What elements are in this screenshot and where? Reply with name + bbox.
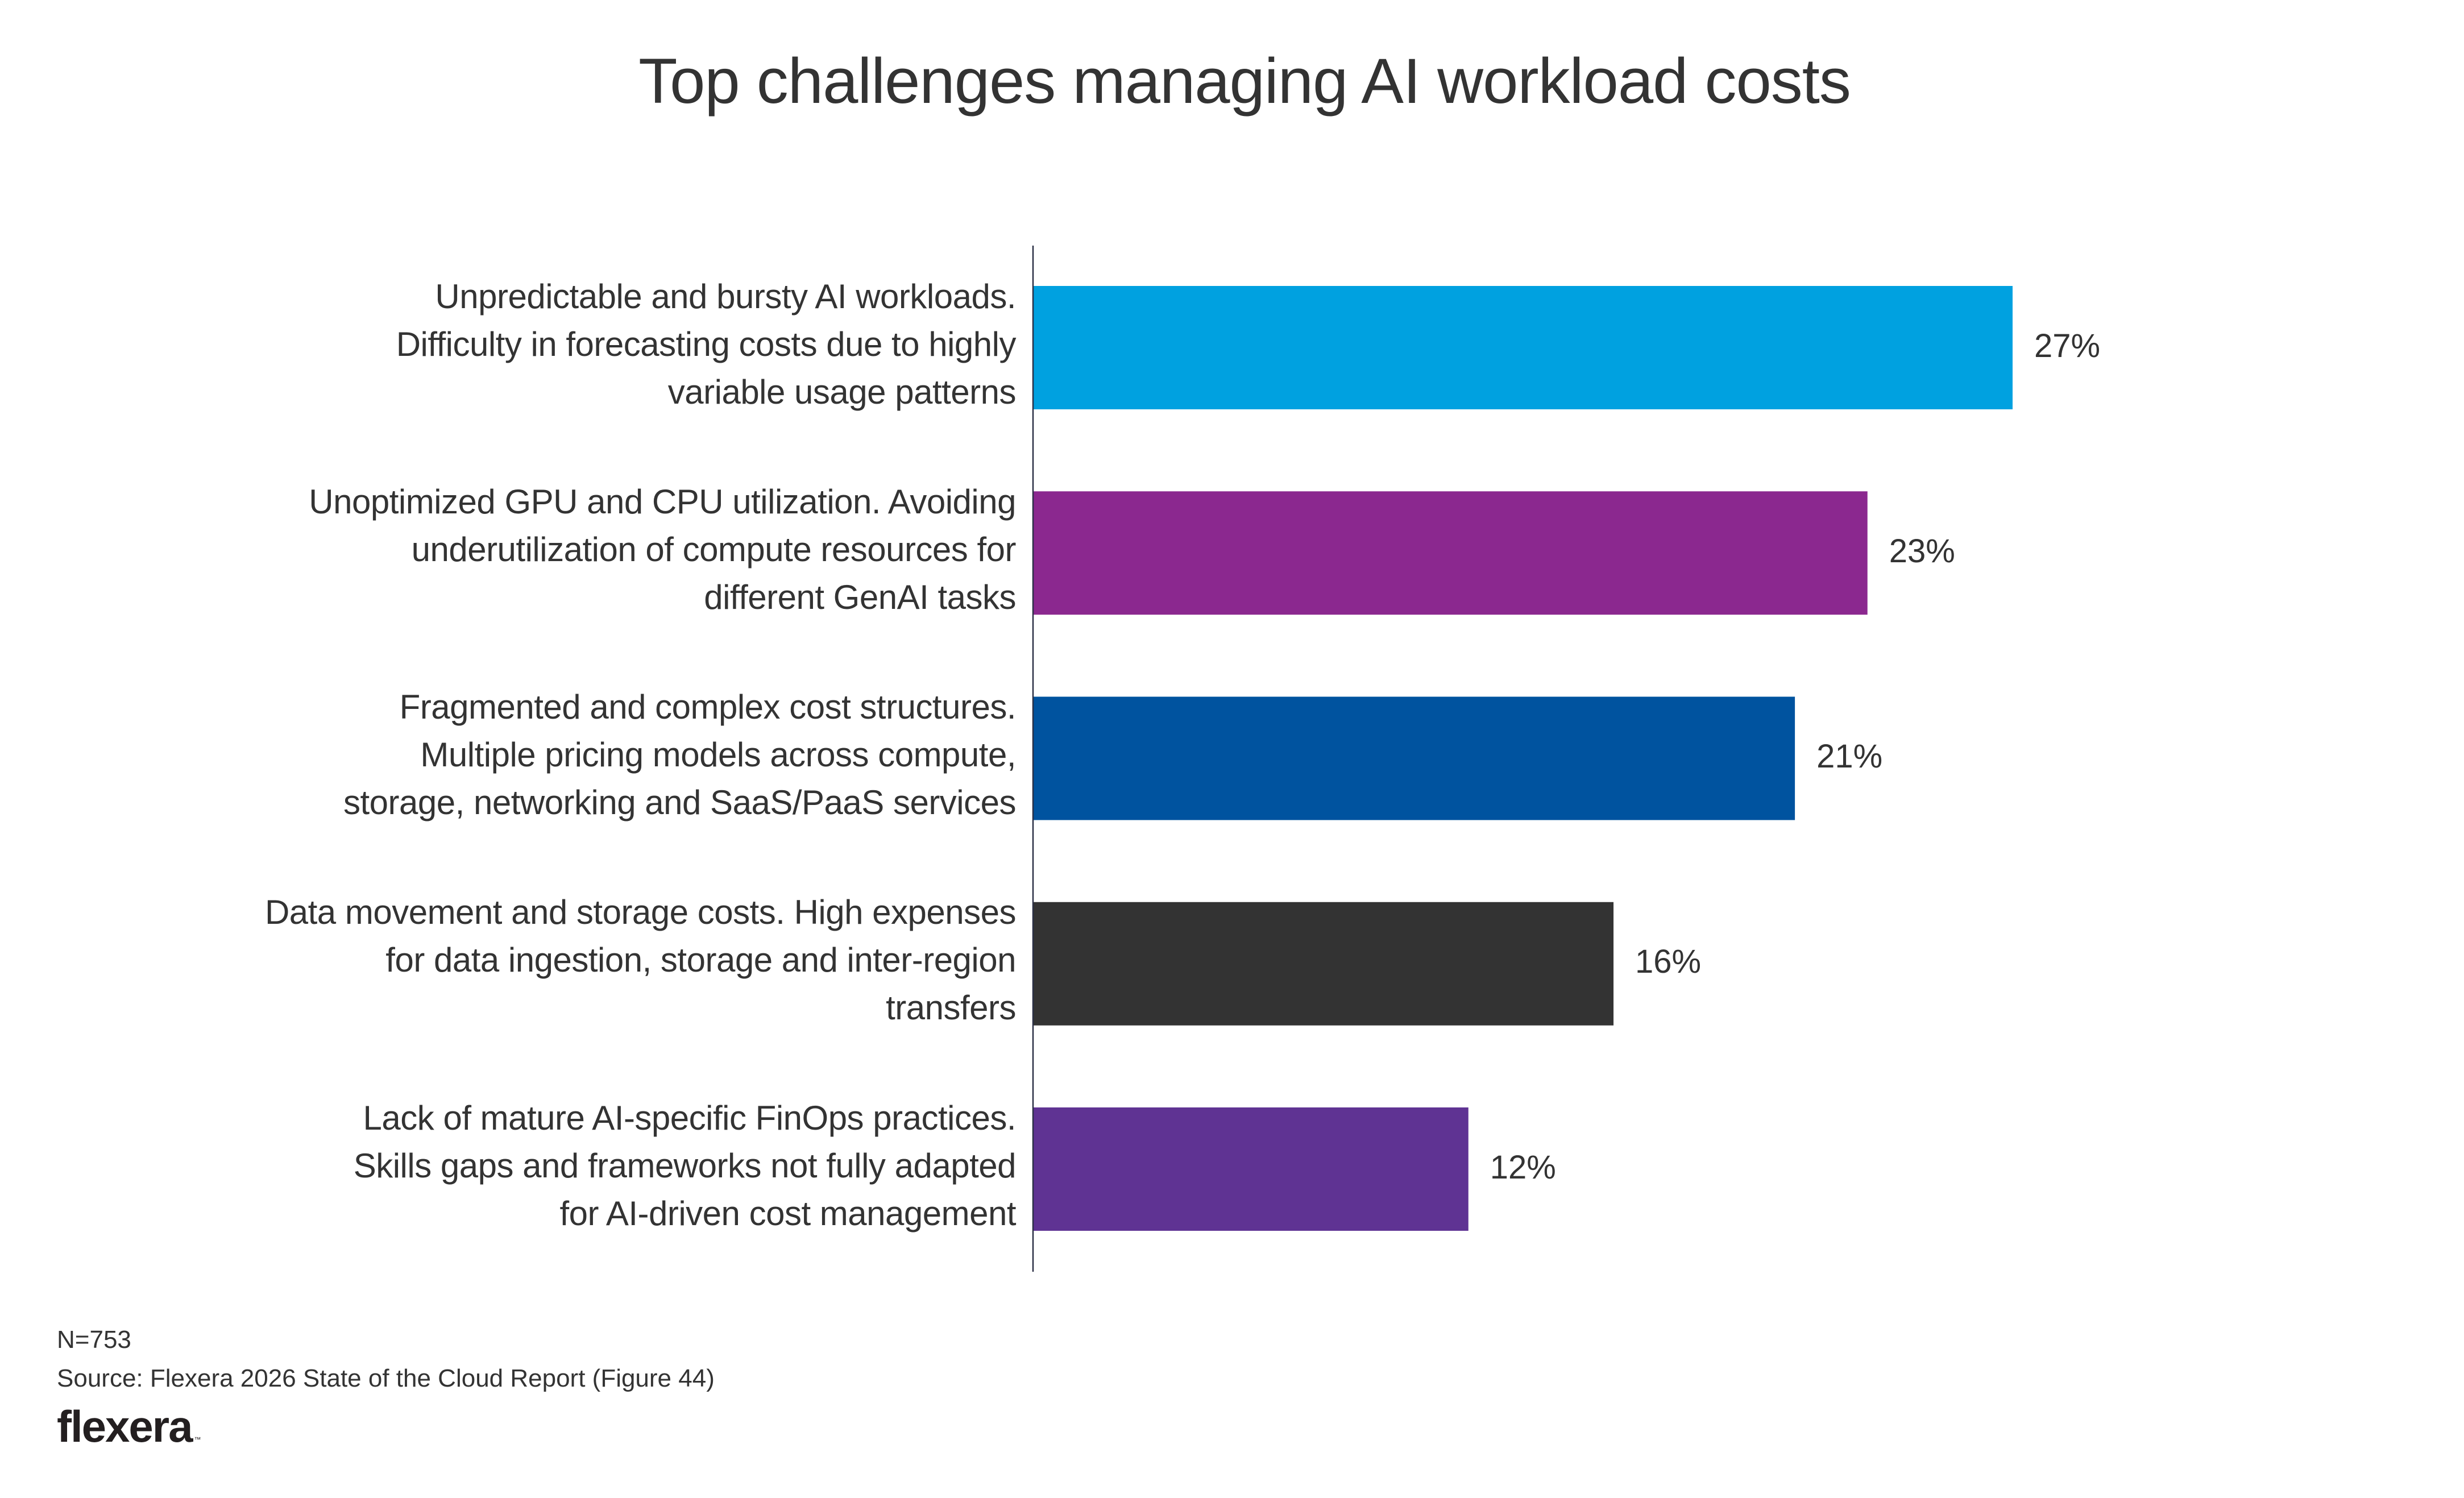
category-label-line: Unpredictable and bursty AI workloads. bbox=[435, 277, 1016, 316]
sample-size-note: N=753 bbox=[57, 1326, 131, 1354]
category-label-line: variable usage patterns bbox=[667, 372, 1017, 411]
logo-trademark: ™ bbox=[194, 1435, 201, 1443]
category-label-line: underutilization of compute resources fo… bbox=[411, 530, 1017, 569]
category-label-2: Unoptimized GPU and CPU utilization. Avo… bbox=[163, 478, 1016, 621]
bars-layer bbox=[1034, 286, 2013, 1231]
value-label-2: 23% bbox=[1889, 532, 1955, 570]
category-label-line: for AI-driven cost management bbox=[559, 1194, 1016, 1233]
bar-2 bbox=[1034, 491, 1868, 615]
category-label-3: Fragmented and complex cost structures. M… bbox=[163, 683, 1017, 827]
bar-4 bbox=[1034, 902, 1614, 1026]
category-label-5: Lack of mature AI-specific FinOps practi… bbox=[163, 1094, 1017, 1238]
bar-1 bbox=[1034, 286, 2013, 409]
flexera-logo: flexera ™ bbox=[57, 1404, 201, 1462]
category-label-line: Fragmented and complex cost structures. bbox=[399, 688, 1017, 726]
category-label-line: for data ingestion, storage and inter-re… bbox=[385, 941, 1016, 980]
category-label-4: Data movement and storage costs. High ex… bbox=[163, 889, 1017, 1032]
category-label-line: Difficulty in forecasting costs due to h… bbox=[396, 325, 1017, 363]
category-label-line: Unoptimized GPU and CPU utilization. Avo… bbox=[309, 482, 1016, 521]
category-label-line: Multiple pricing models across compute, bbox=[420, 736, 1016, 774]
value-label-3: 21% bbox=[1816, 738, 1883, 775]
bar-5 bbox=[1034, 1107, 1469, 1231]
value-label-4: 16% bbox=[1635, 943, 1702, 981]
category-label-1: Unpredictable and bursty AI workloads. Di… bbox=[163, 273, 1017, 416]
value-label-5: 12% bbox=[1490, 1148, 1556, 1186]
category-label-line: storage, networking and SaaS/PaaS servic… bbox=[343, 783, 1017, 821]
source-note: Source: Flexera 2026 State of the Cloud … bbox=[57, 1364, 715, 1392]
category-label-line: Data movement and storage costs. High ex… bbox=[264, 893, 1017, 932]
category-label-line: transfers bbox=[886, 989, 1016, 1027]
category-label-line: different GenAI tasks bbox=[704, 578, 1016, 616]
value-label-1: 27% bbox=[2034, 327, 2101, 364]
bar-3 bbox=[1034, 696, 1795, 820]
chart-title: Top challenges managing AI workload cost… bbox=[638, 45, 1851, 117]
category-label-line: Lack of mature AI-specific FinOps practi… bbox=[363, 1098, 1017, 1137]
category-label-line: Skills gaps and frameworks not fully ada… bbox=[353, 1146, 1017, 1185]
logo-text: flexera bbox=[57, 1401, 193, 1451]
